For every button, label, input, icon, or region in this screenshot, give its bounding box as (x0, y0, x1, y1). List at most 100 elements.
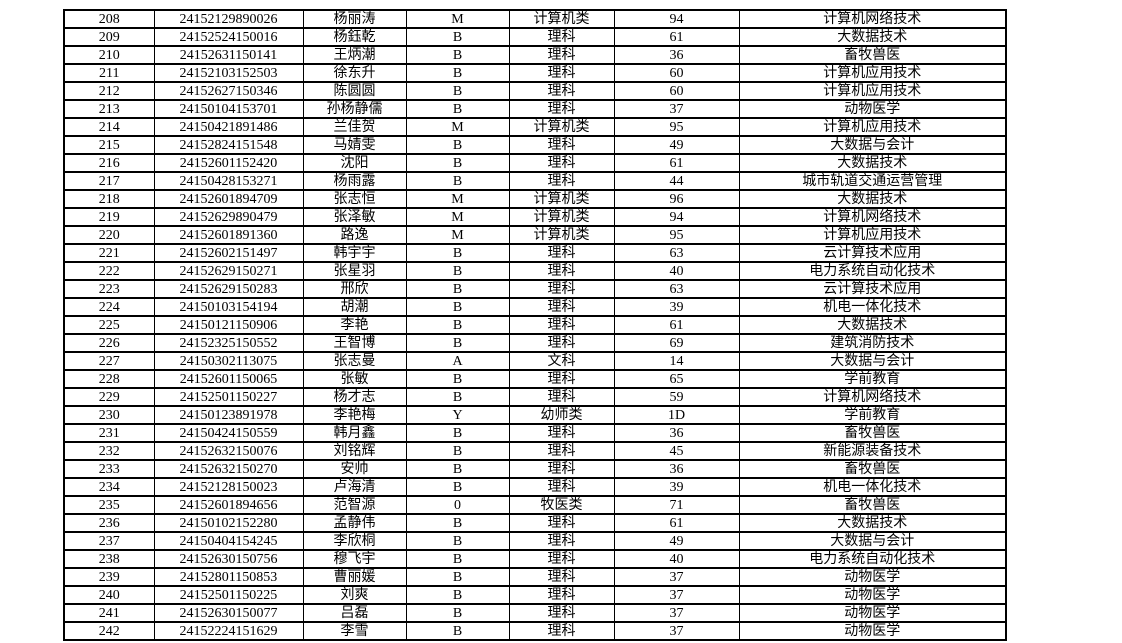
table-row: 240 24152501150225 刘爽 B 理科 37 动物医学 (63, 585, 1007, 605)
cell-exam-id: 24152824151548 (153, 135, 304, 155)
cell-subject-category: 计算机类 (508, 117, 615, 137)
table-row: 221 24152602151497 韩宇宇 B 理科 63 云计算技术应用 (63, 243, 1007, 263)
cell-student-name: 邢欣 (302, 279, 407, 299)
cell-subject-category: 理科 (508, 315, 615, 335)
cell-major: 计算机应用技术 (738, 117, 1007, 137)
cell-major: 大数据技术 (738, 315, 1007, 335)
cell-exam-id: 24150103154194 (153, 297, 304, 317)
cell-category-code: B (405, 549, 510, 569)
cell-seq-number: 235 (63, 495, 155, 515)
cell-subject-category: 理科 (508, 423, 615, 443)
cell-student-name: 韩月鑫 (302, 423, 407, 443)
cell-subject-category: 理科 (508, 99, 615, 119)
table-row: 208 24152129890026 杨丽涛 M 计算机类 94 计算机网络技术 (63, 9, 1007, 29)
cell-major: 新能源装备技术 (738, 441, 1007, 461)
cell-exam-id: 24152632150076 (153, 441, 304, 461)
cell-student-name: 张星羽 (302, 261, 407, 281)
cell-subject-category: 理科 (508, 279, 615, 299)
cell-major: 云计算技术应用 (738, 243, 1007, 263)
table-row: 238 24152630150756 穆飞宇 B 理科 40 电力系统自动化技术 (63, 549, 1007, 569)
cell-score: 45 (613, 441, 740, 461)
cell-seq-number: 212 (63, 81, 155, 101)
cell-major: 建筑消防技术 (738, 333, 1007, 353)
cell-student-name: 刘铭辉 (302, 441, 407, 461)
cell-category-code: B (405, 27, 510, 47)
table-row: 211 24152103152503 徐东升 B 理科 60 计算机应用技术 (63, 63, 1007, 83)
table-row: 229 24152501150227 杨才志 B 理科 59 计算机网络技术 (63, 387, 1007, 407)
cell-category-code: B (405, 603, 510, 623)
cell-category-code: B (405, 387, 510, 407)
cell-score: 61 (613, 315, 740, 335)
table-row: 235 24152601894656 范智源 0 牧医类 71 畜牧兽医 (63, 495, 1007, 515)
table-body: 208 24152129890026 杨丽涛 M 计算机类 94 计算机网络技术… (63, 9, 1007, 641)
cell-major: 大数据技术 (738, 189, 1007, 209)
table-row: 220 24152601891360 路逸 M 计算机类 95 计算机应用技术 (63, 225, 1007, 245)
cell-category-code: B (405, 297, 510, 317)
cell-exam-id: 24152601150065 (153, 369, 304, 389)
table-row: 209 24152524150016 杨鈺乾 B 理科 61 大数据技术 (63, 27, 1007, 47)
cell-subject-category: 理科 (508, 63, 615, 83)
cell-subject-category: 理科 (508, 549, 615, 569)
table-row: 226 24152325150552 王智博 B 理科 69 建筑消防技术 (63, 333, 1007, 353)
table-row: 234 24152128150023 卢海清 B 理科 39 机电一体化技术 (63, 477, 1007, 497)
cell-major: 畜牧兽医 (738, 495, 1007, 515)
cell-student-name: 马婧雯 (302, 135, 407, 155)
cell-major: 学前教育 (738, 369, 1007, 389)
cell-subject-category: 计算机类 (508, 9, 615, 29)
cell-category-code: B (405, 369, 510, 389)
cell-seq-number: 219 (63, 207, 155, 227)
cell-major: 大数据与会计 (738, 531, 1007, 551)
cell-subject-category: 计算机类 (508, 225, 615, 245)
table-row: 222 24152629150271 张星羽 B 理科 40 电力系统自动化技术 (63, 261, 1007, 281)
cell-exam-id: 24152629890479 (153, 207, 304, 227)
table-row: 215 24152824151548 马婧雯 B 理科 49 大数据与会计 (63, 135, 1007, 155)
cell-category-code: B (405, 585, 510, 605)
cell-major: 计算机应用技术 (738, 81, 1007, 101)
cell-category-code: B (405, 423, 510, 443)
cell-major: 机电一体化技术 (738, 297, 1007, 317)
cell-major: 大数据与会计 (738, 135, 1007, 155)
cell-score: 37 (613, 567, 740, 587)
cell-category-code: B (405, 63, 510, 83)
cell-seq-number: 232 (63, 441, 155, 461)
cell-student-name: 张志曼 (302, 351, 407, 371)
cell-student-name: 李雪 (302, 621, 407, 641)
cell-score: 95 (613, 117, 740, 137)
cell-score: 63 (613, 279, 740, 299)
cell-category-code: 0 (405, 495, 510, 515)
table-row: 216 24152601152420 沈阳 B 理科 61 大数据技术 (63, 153, 1007, 173)
cell-exam-id: 24150424150559 (153, 423, 304, 443)
cell-major: 城市轨道交通运营管理 (738, 171, 1007, 191)
table-row: 233 24152632150270 安帅 B 理科 36 畜牧兽医 (63, 459, 1007, 479)
cell-subject-category: 理科 (508, 603, 615, 623)
cell-student-name: 张泽敏 (302, 207, 407, 227)
cell-seq-number: 216 (63, 153, 155, 173)
cell-score: 69 (613, 333, 740, 353)
cell-subject-category: 理科 (508, 369, 615, 389)
table-row: 228 24152601150065 张敏 B 理科 65 学前教育 (63, 369, 1007, 389)
cell-seq-number: 238 (63, 549, 155, 569)
cell-seq-number: 229 (63, 387, 155, 407)
cell-student-name: 沈阳 (302, 153, 407, 173)
cell-score: 1D (613, 405, 740, 425)
cell-subject-category: 幼师类 (508, 405, 615, 425)
cell-exam-id: 24152601152420 (153, 153, 304, 173)
cell-category-code: B (405, 261, 510, 281)
cell-major: 计算机网络技术 (738, 387, 1007, 407)
cell-exam-id: 24152629150271 (153, 261, 304, 281)
cell-student-name: 张志恒 (302, 189, 407, 209)
cell-score: 39 (613, 477, 740, 497)
cell-category-code: A (405, 351, 510, 371)
cell-seq-number: 231 (63, 423, 155, 443)
cell-seq-number: 230 (63, 405, 155, 425)
cell-score: 37 (613, 99, 740, 119)
cell-score: 96 (613, 189, 740, 209)
cell-score: 60 (613, 81, 740, 101)
table-row: 232 24152632150076 刘铭辉 B 理科 45 新能源装备技术 (63, 441, 1007, 461)
cell-subject-category: 理科 (508, 261, 615, 281)
cell-student-name: 徐东升 (302, 63, 407, 83)
table-row: 223 24152629150283 邢欣 B 理科 63 云计算技术应用 (63, 279, 1007, 299)
cell-category-code: B (405, 99, 510, 119)
table-row: 212 24152627150346 陈圆圆 B 理科 60 计算机应用技术 (63, 81, 1007, 101)
